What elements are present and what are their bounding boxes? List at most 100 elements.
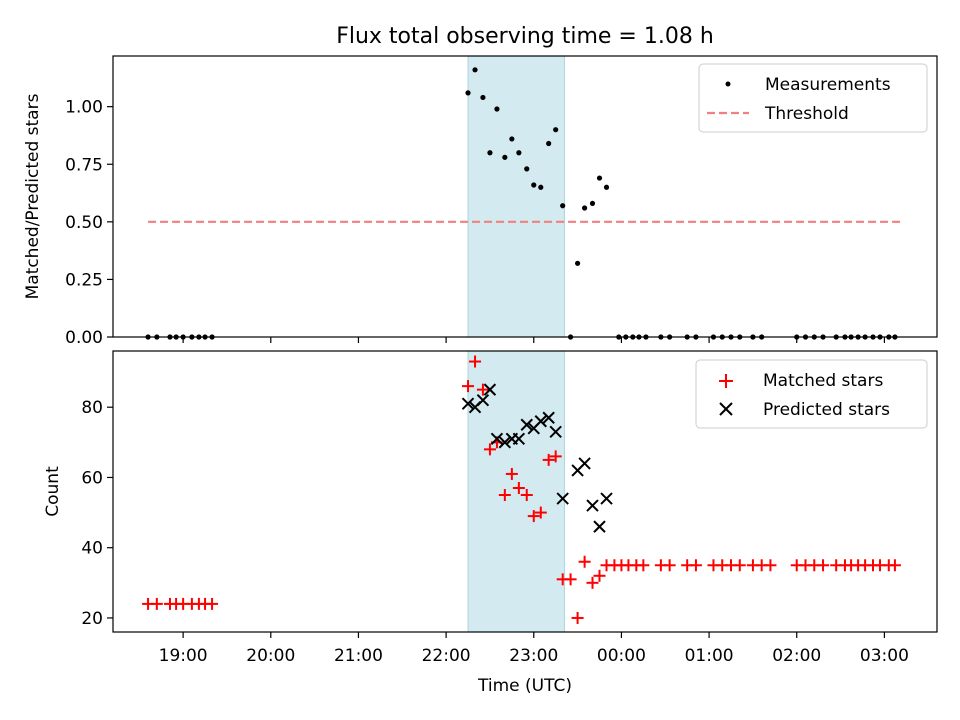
top-axes: 0.00 0.25 0.50 0.75 1.00 — [65, 55, 938, 348]
measurements-point — [509, 136, 515, 142]
matched-stars-point — [578, 555, 591, 568]
matched-stars-point — [505, 467, 518, 480]
x-axis-label: Time (UTC) — [477, 676, 572, 696]
measurements-point — [494, 106, 500, 112]
predicted-stars-point — [476, 393, 490, 407]
matched-stars-point — [817, 559, 830, 572]
matched-stars-point — [586, 576, 599, 589]
matched-stars-point — [462, 380, 475, 393]
measurements-point — [596, 175, 603, 181]
bottom-y-axis-label: Count — [43, 466, 63, 517]
bottom-panel: 20 40 60 80 19:00 20:00 21:00 22:00 23:00 00:00 01… — [43, 350, 938, 696]
x-tick-label: 00:00 — [597, 646, 646, 666]
measurements-point — [531, 182, 537, 188]
measurements-point — [524, 166, 530, 172]
bottom-y-tick-label: 40 — [81, 539, 103, 559]
measurements-point — [516, 150, 522, 156]
bottom-y-tick-label: 80 — [81, 398, 103, 418]
legend-measurements-label: Measurements — [765, 75, 891, 95]
x-tick-label: 20:00 — [246, 646, 295, 666]
bottom-y-tick-label: 60 — [81, 468, 103, 488]
legend-threshold-label: Threshold — [764, 104, 849, 124]
legend-matched-label: Matched stars — [763, 371, 883, 391]
bottom-marks — [142, 355, 901, 624]
matched-stars-point — [520, 489, 533, 502]
predicted-stars-point — [549, 425, 562, 438]
bottom-legend-box — [695, 359, 928, 429]
matched-stars-point — [593, 569, 606, 582]
matched-stars-point — [564, 573, 577, 586]
bottom-y-tick-label: 20 — [81, 609, 103, 629]
legend-predicted-label: Predicted stars — [763, 400, 890, 420]
top-legend: Measurements Threshold — [698, 63, 928, 133]
matched-stars-point — [571, 611, 584, 624]
measurements-point — [560, 203, 566, 209]
measurements-point — [553, 127, 559, 133]
predicted-stars-point — [542, 411, 555, 424]
predicted-stars-point — [556, 492, 569, 505]
x-tick-label: 21:00 — [334, 646, 383, 666]
predicted-stars-point — [461, 397, 475, 410]
predicted-stars-point — [600, 492, 613, 505]
matched-stars-point — [498, 489, 511, 502]
predicted-stars-point — [520, 418, 533, 431]
matched-stars-point — [483, 443, 496, 456]
legend-matched-marker — [719, 374, 733, 388]
measurements-point — [480, 94, 486, 101]
top-shaded-span — [467, 55, 565, 338]
matched-stars-point — [527, 510, 540, 523]
matched-stars-point — [733, 559, 746, 572]
predicted-stars-point — [534, 415, 547, 428]
top-y-tick-label: 0.75 — [65, 155, 103, 175]
predicted-stars-point — [490, 432, 504, 446]
predicted-stars-point — [498, 436, 512, 449]
matched-stars-point — [888, 559, 901, 572]
top-y-tick-label: 0.00 — [65, 328, 103, 348]
top-legend-box — [698, 63, 928, 133]
chart-title: Flux total observing time = 1.08 h — [336, 24, 714, 49]
top-y-tick-label: 1.00 — [65, 98, 103, 118]
bottom-axes: 20 40 60 80 19:00 20:00 21:00 22:00 23:00 00:00 01… — [81, 350, 938, 666]
measurements-point — [502, 154, 508, 160]
matched-stars-point — [689, 559, 702, 572]
predicted-stars-point — [512, 432, 526, 446]
predicted-stars-point — [593, 520, 606, 533]
x-tick-label: 03:00 — [860, 646, 909, 666]
matched-stars-point — [150, 597, 163, 610]
matched-stars-point — [512, 481, 525, 494]
matched-stars-point — [542, 453, 555, 466]
legend-predicted-marker — [719, 402, 733, 416]
measurements-point — [582, 205, 588, 211]
measurements-point — [487, 150, 493, 156]
predicted-stars-point — [578, 457, 591, 470]
x-tick-label: 19:00 — [159, 646, 208, 666]
matched-stars-point — [663, 559, 676, 572]
top-panel: 0.00 0.25 0.50 0.75 1.00 Matched/Predicted s… — [23, 55, 938, 348]
measurements-point — [472, 67, 478, 73]
x-tick-label: 02:00 — [772, 646, 821, 666]
top-y-tick-label: 0.50 — [65, 213, 103, 233]
bottom-axes-frame — [112, 350, 938, 633]
matched-stars-point — [476, 383, 489, 396]
matched-stars-point — [764, 559, 777, 572]
matched-stars-point — [637, 559, 650, 572]
x-tick-label: 23:00 — [509, 646, 558, 666]
legend-measurements-marker — [725, 81, 731, 87]
top-observing-span — [467, 55, 565, 338]
measurements-point — [603, 184, 610, 190]
matched-stars-point — [549, 450, 562, 463]
predicted-stars-point — [586, 499, 599, 512]
matched-stars-point — [206, 597, 219, 610]
measurements-point — [574, 260, 581, 266]
bottom-legend: Matched stars Predicted stars — [695, 359, 928, 429]
measurements-point — [465, 90, 471, 96]
top-y-tick-label: 0.25 — [65, 270, 103, 290]
measurements-point — [546, 140, 552, 147]
top-y-axis-label: Matched/Predicted stars — [23, 93, 43, 299]
x-tick-label: 22:00 — [422, 646, 471, 666]
matched-stars-point — [534, 506, 547, 519]
top-axes-frame — [112, 55, 938, 338]
x-tick-label: 01:00 — [685, 646, 734, 666]
measurements-point — [538, 184, 544, 190]
